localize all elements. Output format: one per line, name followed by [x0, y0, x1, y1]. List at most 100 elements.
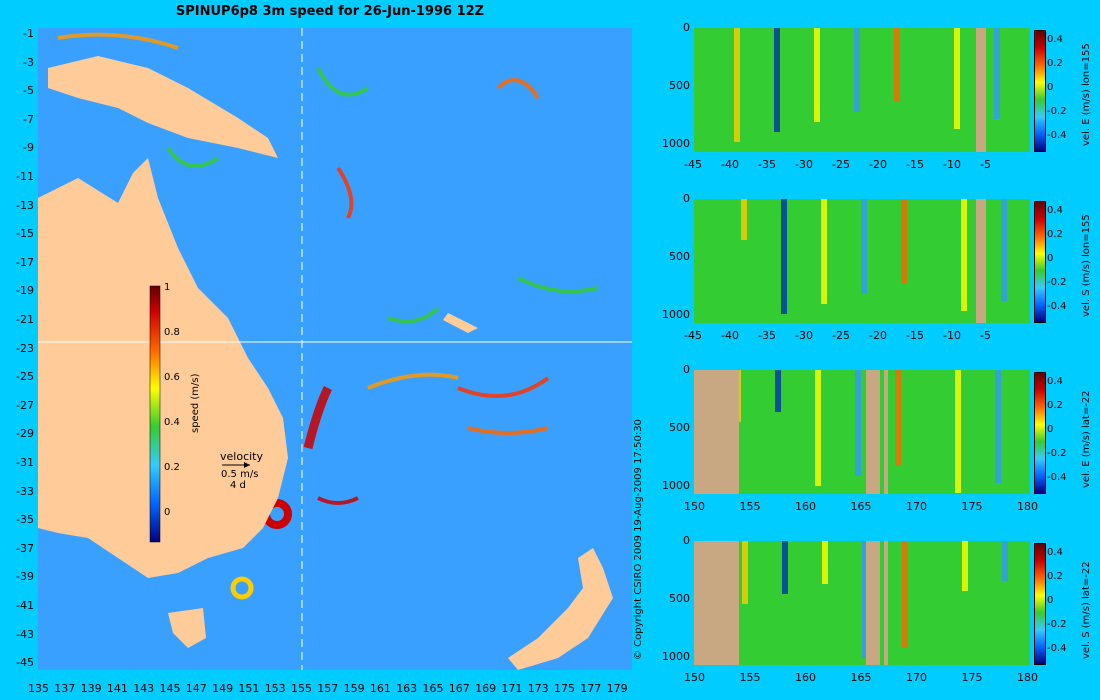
- section-feature: [934, 28, 940, 92]
- section-xtick-label: -5: [980, 158, 991, 171]
- section-feature: [994, 28, 1000, 119]
- section-xtick-label: 150: [684, 500, 705, 513]
- section-feature: [962, 541, 968, 591]
- speed-colorbar-tick: 0.6: [164, 372, 180, 383]
- section-plot: [694, 541, 1030, 665]
- section-colorbar-tick: 0.4: [1047, 547, 1063, 558]
- section-feature: [701, 199, 707, 250]
- lon-tick-label: 161: [369, 682, 391, 695]
- section-feature: [942, 541, 948, 638]
- section-feature: [794, 28, 800, 85]
- section-xtick-label: -45: [684, 158, 702, 171]
- section-feature: [835, 370, 841, 439]
- lon-tick-label: 173: [527, 682, 549, 695]
- section-xtick-label: 160: [795, 500, 816, 513]
- lon-tick-label: 143: [133, 682, 155, 695]
- section-feature: [1001, 199, 1007, 301]
- section-feature: [954, 28, 960, 129]
- section-xtick-label: 155: [739, 500, 761, 513]
- section-feature: [841, 199, 847, 257]
- section-colorbar-tick: 0: [1047, 424, 1054, 435]
- section-feature: [742, 541, 748, 604]
- lon-tick-label: 159: [343, 682, 365, 695]
- section-feature: [975, 370, 981, 446]
- section-colorbar-tick: 0.2: [1047, 229, 1063, 240]
- land-new-caledonia: [443, 313, 478, 333]
- section-colorbar-tick: -0.4: [1047, 301, 1067, 312]
- section-feature: [901, 199, 907, 284]
- section-xtick-label: -40: [721, 329, 739, 342]
- lon-tick-label: 163: [396, 682, 418, 695]
- lon-tick-label: 147: [185, 682, 207, 695]
- section-feature: [961, 199, 967, 311]
- lat-tick-label: -23: [16, 341, 34, 355]
- speed-colorbar-ticks: 1 0.8 0.6 0.4 0.2 0: [164, 282, 180, 518]
- ocean-speed-map: 1 0.8 0.6 0.4 0.2 0 speed (m/s) velocity 0.5 …: [38, 28, 632, 670]
- section-panel-1: [694, 28, 1030, 152]
- section-plot: [694, 199, 1030, 323]
- section-ytick-label: 500: [669, 592, 690, 605]
- lon-tick-label: 171: [501, 682, 523, 695]
- section-xtick-label: 170: [906, 671, 927, 684]
- land-new-guinea: [48, 56, 278, 158]
- section-colorbar-tick: 0.4: [1047, 376, 1063, 387]
- section-xtick-label: 165: [850, 500, 872, 513]
- section-colorbar-label: vel. E (m/s) lat=-22: [1081, 390, 1092, 488]
- land-new-zealand: [508, 548, 613, 670]
- section-feature: [894, 28, 900, 102]
- section-feature: [995, 370, 1001, 483]
- section-xtick-label: -10: [943, 329, 961, 342]
- section-colorbar-tick: -0.2: [1047, 277, 1067, 288]
- section-feature: [915, 370, 921, 419]
- section-colorbar-tick: 0: [1047, 253, 1054, 264]
- section-colorbar-tick: 0.2: [1047, 571, 1063, 582]
- section-feature: [821, 199, 827, 304]
- section-feature: [802, 541, 808, 631]
- section-feature: [895, 370, 901, 466]
- lon-tick-label: 177: [580, 682, 602, 695]
- section-plot: [694, 28, 1030, 152]
- section-feature: [714, 28, 720, 105]
- figure-title: SPINUP6p8 3m speed for 26-Jun-1996 12Z: [175, 4, 485, 19]
- section-feature: [855, 370, 861, 476]
- section-feature: [734, 28, 740, 142]
- section-colorbar: [1034, 201, 1046, 323]
- lat-tick-label: -19: [16, 284, 34, 298]
- lon-tick-label: 155: [291, 682, 312, 695]
- section-feature: [754, 28, 760, 95]
- velocity-key-title: velocity: [220, 450, 263, 463]
- velocity-key-duration: 4 d: [230, 480, 246, 491]
- section-ytick-label: 0: [683, 363, 690, 376]
- section-feature: [861, 199, 867, 294]
- section-xtick-label: 175: [961, 500, 983, 513]
- section-colorbar-label: vel. E (m/s) lon=155: [1081, 43, 1092, 146]
- lat-tick-label: -7: [23, 112, 34, 126]
- speed-colorbar-tick: 0: [164, 507, 170, 518]
- land-tasmania: [168, 608, 206, 648]
- section-xtick-label: 150: [684, 671, 705, 684]
- lat-tick-label: -39: [16, 570, 34, 584]
- section-feature: [774, 28, 780, 132]
- lat-tick-label: -41: [16, 599, 34, 612]
- section-feature: [721, 199, 727, 287]
- section-xtick-label: -5: [980, 329, 991, 342]
- section-feature: [854, 28, 860, 112]
- land-australia: [38, 158, 288, 578]
- section-feature: [842, 541, 848, 621]
- lon-tick-label: 137: [54, 682, 76, 695]
- section-feature: [814, 28, 820, 122]
- section-xtick-label: -25: [832, 158, 850, 171]
- lat-tick-label: -17: [16, 255, 34, 269]
- section-feature: [935, 370, 941, 456]
- section-xtick-label: -40: [721, 158, 739, 171]
- lon-tick-label: 151: [238, 682, 260, 695]
- lon-tick-label: 165: [422, 682, 444, 695]
- section-xtick-label: 180: [1017, 500, 1038, 513]
- section-xtick-label: -30: [795, 329, 813, 342]
- section-ytick-label: 1000: [662, 650, 690, 663]
- section-ytick-label: 0: [683, 192, 690, 205]
- section-feature: [921, 199, 927, 321]
- section-ytick-label: 1000: [662, 308, 690, 321]
- section-xtick-label: -10: [943, 158, 961, 171]
- lon-tick-label: 145: [159, 682, 181, 695]
